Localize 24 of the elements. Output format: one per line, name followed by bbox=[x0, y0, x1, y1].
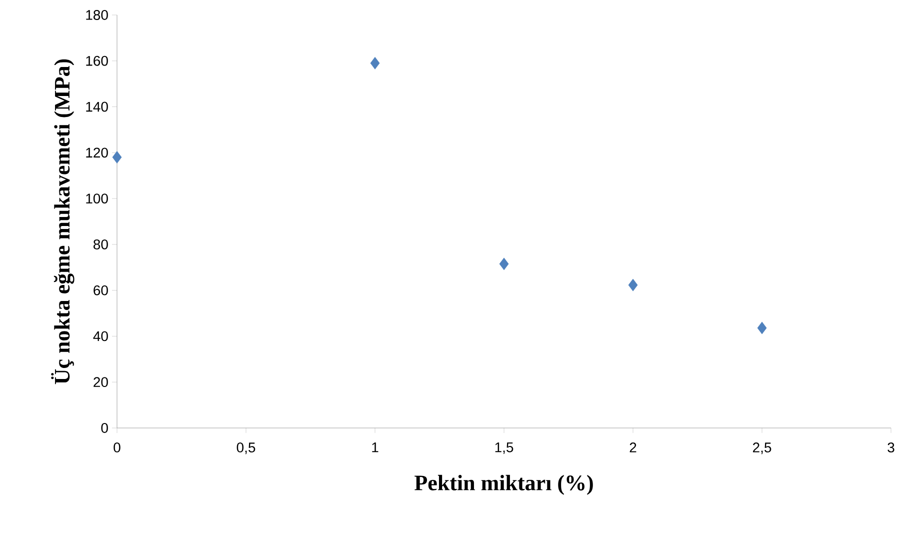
y-axis-title: Üç nokta eğme mukavemeti (MPa) bbox=[51, 59, 74, 384]
y-tick-label: 80 bbox=[94, 239, 108, 250]
x-tick-label: 2,5 bbox=[752, 442, 772, 454]
x-tick-label: 3 bbox=[888, 442, 894, 452]
y-tick-label: 40 bbox=[93, 331, 108, 342]
point bbox=[112, 151, 122, 164]
point bbox=[628, 278, 638, 292]
y-tick-label: 0 bbox=[101, 423, 108, 433]
y-tick-label: 20 bbox=[94, 377, 108, 388]
y-tick-label: 160 bbox=[86, 56, 108, 66]
y-tick-label: 60 bbox=[94, 285, 108, 296]
y-tick-label: 120 bbox=[86, 148, 108, 158]
point bbox=[757, 322, 767, 334]
point bbox=[499, 258, 509, 270]
x-tick-label: 0 bbox=[114, 442, 120, 452]
x-tick-label: 0,5 bbox=[236, 442, 256, 454]
y-tick-label: 180 bbox=[86, 10, 108, 20]
x-tick-label: 1 bbox=[372, 442, 378, 452]
point bbox=[370, 56, 380, 70]
x-axis-title: Pektin miktarı (%) bbox=[414, 474, 593, 495]
x-tick-label: 1,5 bbox=[495, 442, 514, 454]
y-tick-label: 100 bbox=[86, 194, 108, 204]
y-tick-label: 140 bbox=[86, 102, 108, 112]
x-tick-label: 2 bbox=[630, 442, 636, 452]
